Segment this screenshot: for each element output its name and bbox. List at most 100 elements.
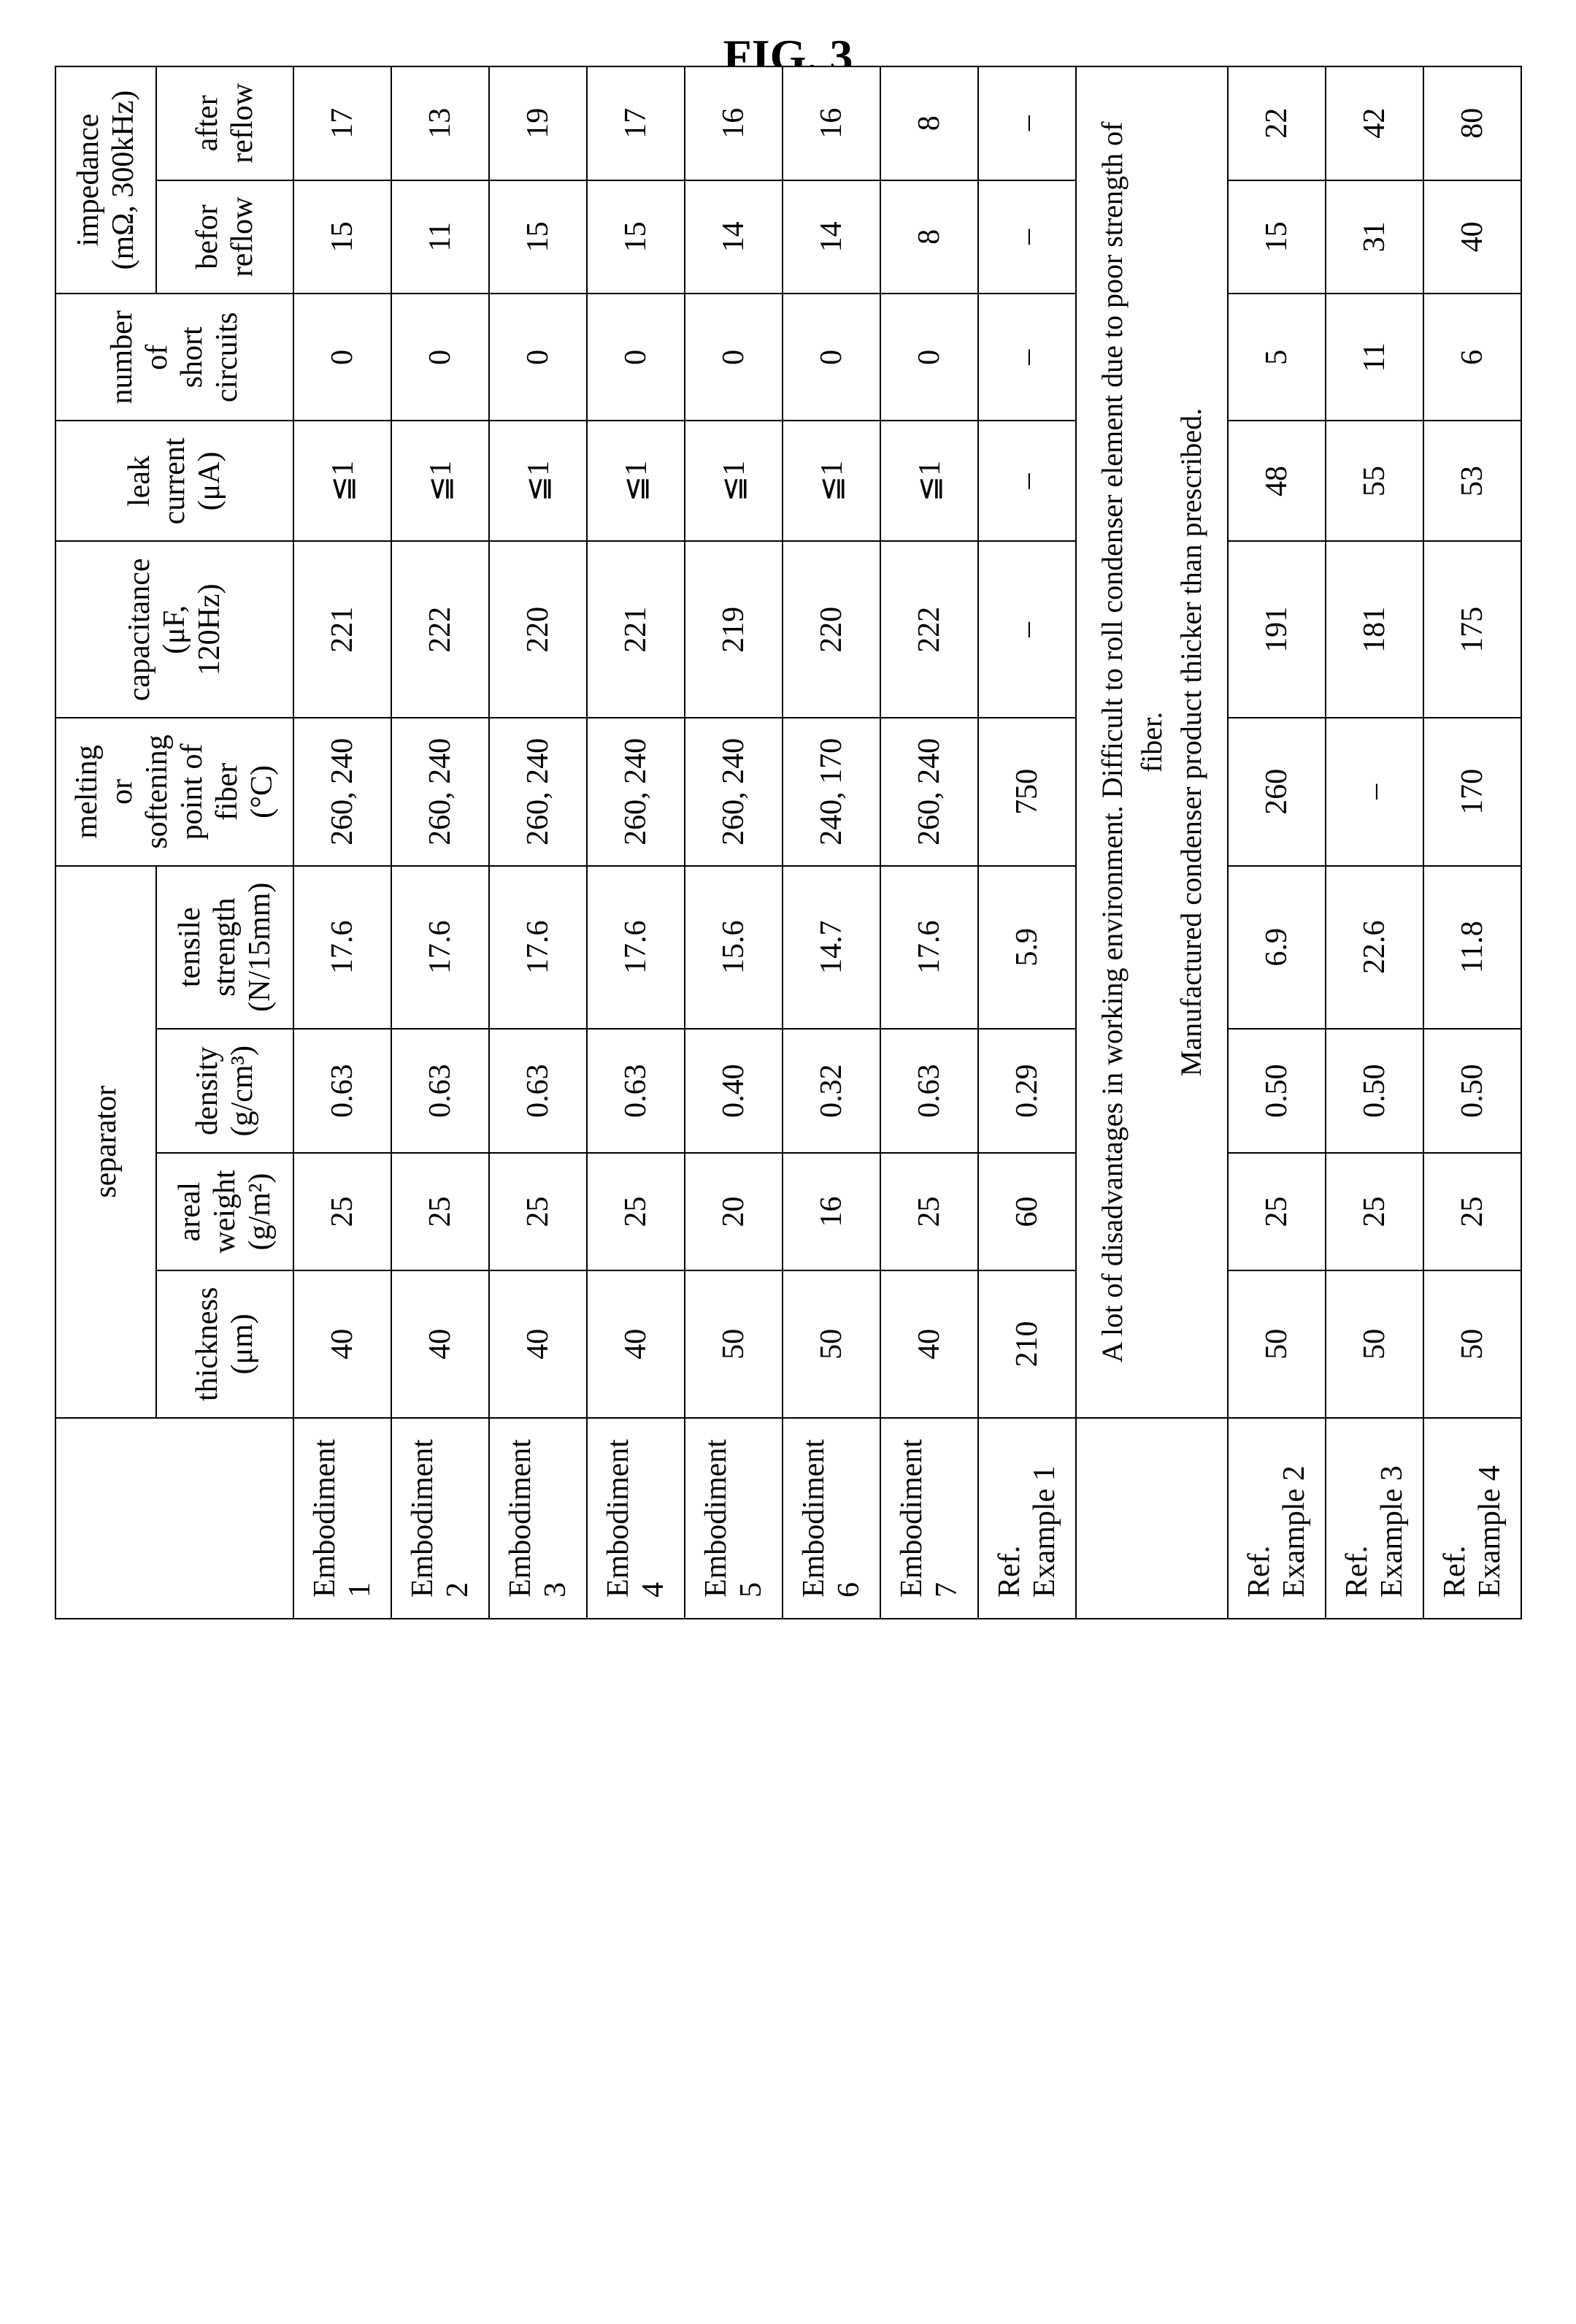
cell: 25 xyxy=(587,1153,685,1270)
col-melting-text: melting or softening point of fiber (°C) xyxy=(70,735,279,848)
cell: 6.9 xyxy=(1228,866,1326,1029)
cell: 220 xyxy=(783,541,880,718)
cell: 260, 240 xyxy=(880,718,978,865)
cell: – xyxy=(978,421,1076,541)
cell: 25 xyxy=(1326,1153,1423,1270)
cell: 15 xyxy=(1228,180,1326,294)
cell: – xyxy=(1326,718,1423,865)
note-cell: A lot of disadvantages in working enviro… xyxy=(1076,66,1228,1418)
row-label: Embodiment 3 xyxy=(489,1418,587,1619)
col-shorts: number of short circuits xyxy=(55,294,293,421)
cell: – xyxy=(978,294,1076,421)
note-line-1: A lot of disadvantages in working enviro… xyxy=(1096,122,1168,1363)
table-row: Ref. Example 1210600.295.9750––––– xyxy=(978,66,1076,1619)
cell: 40 xyxy=(489,1270,587,1418)
note-row: A lot of disadvantages in working enviro… xyxy=(1076,66,1228,1619)
cell: 0.29 xyxy=(978,1029,1076,1154)
cell: 16 xyxy=(783,66,880,180)
row-label: Embodiment 6 xyxy=(783,1418,880,1619)
cell: 20 xyxy=(685,1153,783,1270)
col-thickness: thickness (μm) xyxy=(156,1270,293,1418)
cell: 50 xyxy=(1423,1270,1521,1418)
cell: 25 xyxy=(489,1153,587,1270)
cell: 240, 170 xyxy=(783,718,880,865)
col-after-reflow: after reflow xyxy=(156,66,293,180)
cell: 13 xyxy=(391,66,489,180)
row-label: Embodiment 7 xyxy=(880,1418,978,1619)
cell: 0 xyxy=(587,294,685,421)
cell: 17.6 xyxy=(880,866,978,1029)
cell: 25 xyxy=(391,1153,489,1270)
cell: 50 xyxy=(685,1270,783,1418)
cell: 260, 240 xyxy=(489,718,587,865)
cell: 15 xyxy=(587,180,685,294)
cell: 0 xyxy=(391,294,489,421)
cell: 25 xyxy=(1228,1153,1326,1270)
cell: 0 xyxy=(293,294,391,421)
col-shorts-text: number of short circuits xyxy=(105,310,244,404)
col-before-reflow: befor reflow xyxy=(156,180,293,294)
cell: 0.63 xyxy=(880,1029,978,1154)
cell: 5.9 xyxy=(978,866,1076,1029)
cell: 0 xyxy=(783,294,880,421)
cell: 17.6 xyxy=(587,866,685,1029)
cell: ≦1 xyxy=(685,421,783,541)
col-areal-weight: areal weight (g/m²) xyxy=(156,1153,293,1270)
table-row: Embodiment 650160.3214.7240, 170220≦1014… xyxy=(783,66,880,1619)
cell: 14.7 xyxy=(783,866,880,1029)
cell: – xyxy=(978,180,1076,294)
cell: 17.6 xyxy=(293,866,391,1029)
col-melting: melting or softening point of fiber (°C) xyxy=(55,718,293,865)
cell: ≦1 xyxy=(391,421,489,541)
cell: 260, 240 xyxy=(391,718,489,865)
cell: 17 xyxy=(587,66,685,180)
col-separator: separator xyxy=(55,866,156,1418)
header-row-1: separator melting or softening point of … xyxy=(55,66,156,1619)
cell: 8 xyxy=(880,66,978,180)
cell: 15.6 xyxy=(685,866,783,1029)
col-capacitance-text: capacitance (μF, 120Hz) xyxy=(123,558,226,701)
cell: 17.6 xyxy=(489,866,587,1029)
cell: 222 xyxy=(391,541,489,718)
table-row: Ref. Example 250250.506.92601914851522 xyxy=(1228,66,1326,1619)
col-leak: leak current (μA) xyxy=(55,421,293,541)
row-label: Embodiment 5 xyxy=(685,1418,783,1619)
cell: 11.8 xyxy=(1423,866,1521,1029)
col-leak-text: leak current (μA) xyxy=(123,437,226,524)
cell: 6 xyxy=(1423,294,1521,421)
row-label: Embodiment 4 xyxy=(587,1418,685,1619)
cell: ≦1 xyxy=(489,421,587,541)
note-row-label xyxy=(1076,1418,1228,1619)
table-row: Embodiment 550200.4015.6260, 240219≦1014… xyxy=(685,66,783,1619)
cell: 17 xyxy=(293,66,391,180)
cell: 60 xyxy=(978,1153,1076,1270)
cell: 48 xyxy=(1228,421,1326,541)
cell: 40 xyxy=(293,1270,391,1418)
cell: 0.63 xyxy=(293,1029,391,1154)
row-label: Ref. Example 1 xyxy=(978,1418,1076,1619)
cell: 80 xyxy=(1423,66,1521,180)
cell: 219 xyxy=(685,541,783,718)
cell: 221 xyxy=(293,541,391,718)
cell: 31 xyxy=(1326,180,1423,294)
cell: 22 xyxy=(1228,66,1326,180)
cell: 22.6 xyxy=(1326,866,1423,1029)
col-before-reflow-text: befor reflow xyxy=(191,197,259,277)
col-density-text: density (g/cm³) xyxy=(191,1046,259,1137)
cell: 40 xyxy=(1423,180,1521,294)
cell: 0.32 xyxy=(783,1029,880,1154)
cell: 220 xyxy=(489,541,587,718)
table-row: Ref. Example 450250.5011.81701755364080 xyxy=(1423,66,1521,1619)
cell: 0.63 xyxy=(587,1029,685,1154)
cell: 42 xyxy=(1326,66,1423,180)
cell: 8 xyxy=(880,180,978,294)
cell: 55 xyxy=(1326,421,1423,541)
col-density: density (g/cm³) xyxy=(156,1029,293,1154)
cell: 16 xyxy=(783,1153,880,1270)
row-label: Embodiment 2 xyxy=(391,1418,489,1619)
col-tensile: tensile strength (N/15mm) xyxy=(156,866,293,1029)
cell: 0.50 xyxy=(1228,1029,1326,1154)
cell: 11 xyxy=(391,180,489,294)
row-label: Ref. Example 4 xyxy=(1423,1418,1521,1619)
cell: ≦1 xyxy=(783,421,880,541)
